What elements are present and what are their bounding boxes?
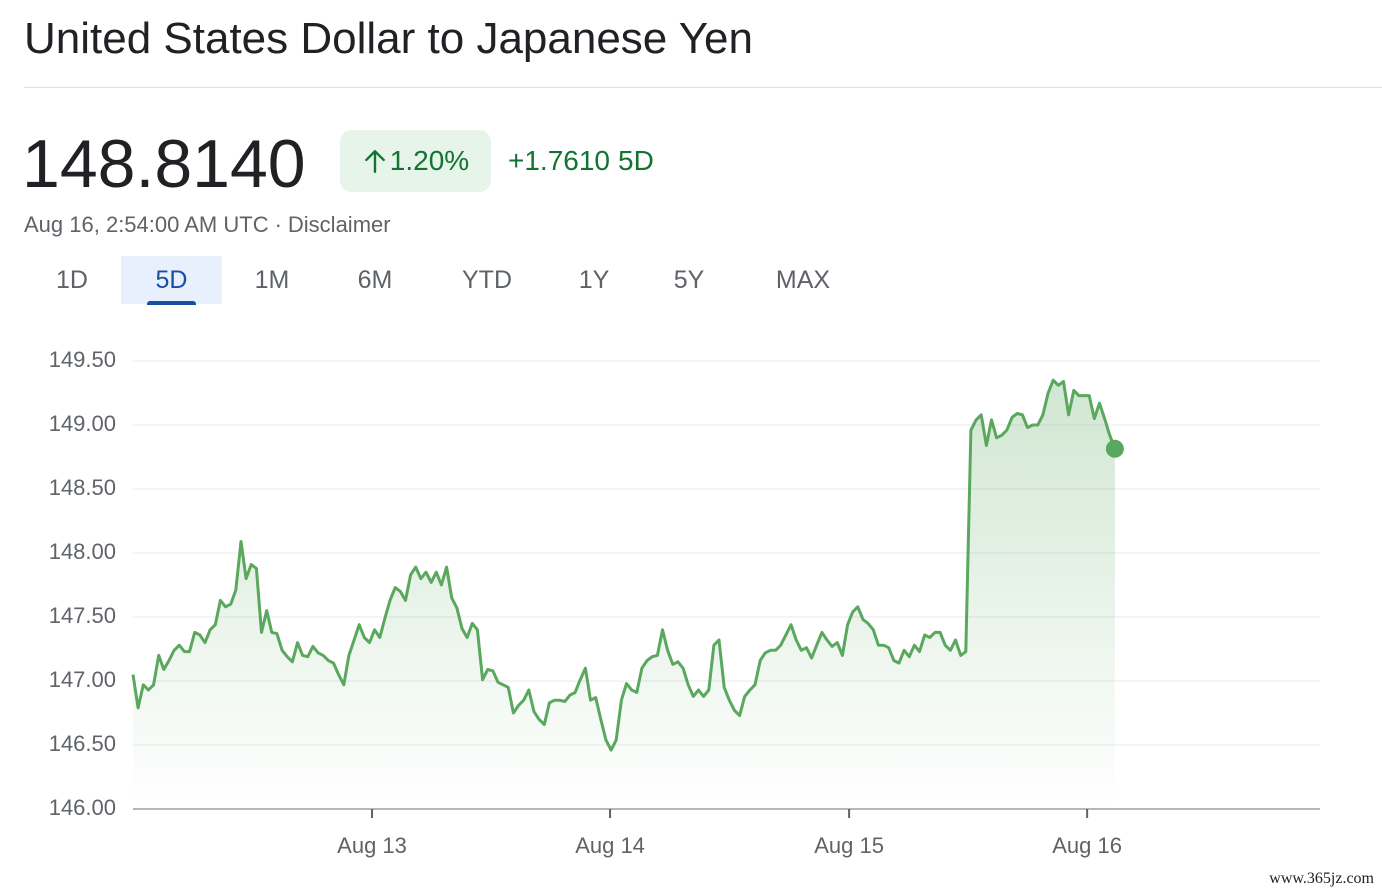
- page-title: United States Dollar to Japanese Yen: [24, 14, 753, 63]
- range-tab[interactable]: 5D: [121, 256, 222, 305]
- change-badge: 1.20%: [340, 130, 491, 192]
- range-tab-label: MAX: [775, 265, 831, 294]
- x-tick-label: Aug 15: [814, 833, 884, 858]
- range-tab[interactable]: YTD: [437, 256, 537, 304]
- x-tick-label: Aug 16: [1052, 833, 1122, 858]
- y-tick-label: 148.50: [49, 475, 116, 500]
- range-tab[interactable]: 1M: [222, 256, 322, 304]
- range-tab-label: 5D: [155, 265, 188, 294]
- x-tick-label: Aug 14: [575, 833, 645, 858]
- price: 148.8140: [22, 126, 306, 202]
- divider: [24, 87, 1382, 88]
- range-tab-label: 1M: [254, 265, 290, 294]
- change: +1.7610 5D: [508, 143, 654, 179]
- range-tab[interactable]: 6M: [325, 256, 425, 304]
- y-tick-label: 147.00: [49, 667, 116, 692]
- change-period: 5D: [618, 145, 654, 176]
- range-tab-label: 5Y: [673, 265, 705, 294]
- last-point: [1105, 439, 1124, 458]
- y-tick-label: 147.50: [49, 603, 116, 628]
- selected-indicator: [147, 301, 196, 305]
- y-tick-label: 146.00: [49, 795, 116, 820]
- up-arrow-icon: [364, 150, 385, 174]
- price-line: [131, 378, 1117, 752]
- range-tab[interactable]: 5Y: [639, 256, 739, 304]
- y-tick-label: 149.00: [49, 411, 116, 436]
- y-tick-label: 149.50: [49, 347, 116, 372]
- x-tick-label: Aug 13: [337, 833, 407, 858]
- range-tab[interactable]: 1Y: [544, 256, 644, 304]
- y-tick-label: 148.00: [49, 539, 116, 564]
- range-tab-label: 1D: [56, 265, 88, 294]
- range-tab-label: YTD: [462, 265, 512, 294]
- timestamp: Aug 16, 2:54:00 AM UTC: [24, 212, 269, 237]
- range-tab-label: 1Y: [578, 265, 610, 294]
- range-tab[interactable]: MAX: [753, 256, 853, 304]
- y-tick-label: 146.50: [49, 731, 116, 756]
- timestamp-line: Aug 16, 2:54:00 AM UTC · Disclaimer: [24, 211, 391, 239]
- change-percent: 1.20%: [389, 145, 470, 176]
- area-fill: [133, 380, 1115, 809]
- separator: ·: [274, 212, 282, 237]
- range-tab[interactable]: 1D: [22, 256, 122, 304]
- range-tab-label: 6M: [357, 265, 393, 294]
- disclaimer-link[interactable]: Disclaimer: [287, 212, 391, 237]
- watermark: www.365jz.com: [1269, 870, 1374, 887]
- change-value: +1.7610: [508, 145, 610, 176]
- range-tabs: 1D 5D 1M 6M YTD 1Y 5Y MAX: [0, 256, 900, 306]
